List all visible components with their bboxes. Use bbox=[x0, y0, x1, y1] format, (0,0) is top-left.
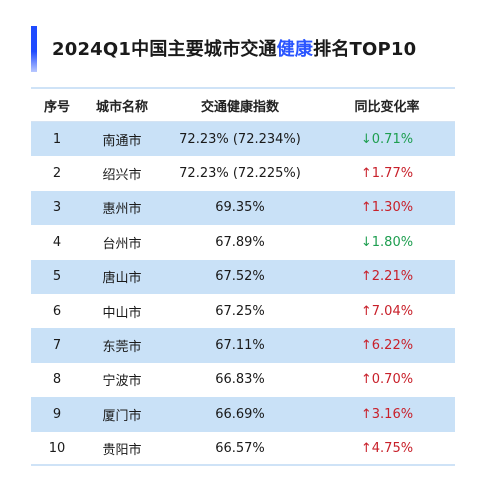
index-cell: 67.11% bbox=[215, 338, 265, 354]
change-cell: ↑0.70% bbox=[360, 372, 414, 388]
change-cell: ↑3.16% bbox=[360, 406, 414, 422]
city-cell: 贵阳市 bbox=[102, 443, 142, 459]
table-row: 10 贵阳市 66.57% ↑4.75% bbox=[31, 431, 455, 466]
city-cell: 中山市 bbox=[102, 305, 142, 321]
rank-cell: 4 bbox=[52, 234, 62, 250]
change-cell: ↑2.21% bbox=[360, 269, 414, 285]
change-cell: ↑1.77% bbox=[360, 166, 414, 182]
table-row: 7 东莞市 67.11% ↑6.22% bbox=[31, 328, 455, 363]
city-cell: 绍兴市 bbox=[102, 168, 142, 184]
ranking-table: 序号 城市名称 交通健康指数 同比变化率 1 南通市 72.23% (72.234%… bbox=[31, 87, 455, 466]
header-rank: 序号 bbox=[43, 99, 70, 115]
table-row: 2 绍兴市 72.23% (72.225%) ↑1.77% bbox=[31, 156, 455, 191]
rank-cell: 10 bbox=[48, 441, 66, 457]
change-cell: ↓1.80% bbox=[360, 234, 414, 250]
rank-cell: 1 bbox=[52, 131, 62, 147]
page-title: 2024Q1中国主要城市交通健康排名TOP10 bbox=[52, 35, 416, 61]
header-city: 城市名称 bbox=[95, 99, 148, 115]
rank-cell: 6 bbox=[52, 303, 62, 319]
index-cell: 72.23% (72.225%) bbox=[179, 166, 301, 182]
change-cell: ↑7.04% bbox=[360, 303, 414, 319]
rank-cell: 2 bbox=[52, 166, 62, 182]
table-row: 5 唐山市 67.52% ↑2.21% bbox=[31, 259, 455, 294]
index-cell: 67.25% bbox=[215, 303, 265, 319]
rank-cell: 8 bbox=[52, 372, 62, 388]
table-row: 3 惠州市 69.35% ↑1.30% bbox=[31, 190, 455, 226]
index-cell: 72.23% (72.234%) bbox=[179, 131, 301, 147]
change-cell: ↓0.71% bbox=[360, 131, 414, 147]
table-bottom-border bbox=[31, 464, 455, 466]
change-cell: ↑4.75% bbox=[360, 441, 414, 457]
title-accent-bar bbox=[31, 26, 37, 72]
table-header: 序号 城市名称 交通健康指数 同比变化率 bbox=[31, 89, 455, 122]
index-cell: 66.83% bbox=[215, 372, 265, 388]
table-row: 1 南通市 72.23% (72.234%) ↓0.71% bbox=[31, 122, 455, 157]
city-cell: 东莞市 bbox=[102, 340, 142, 356]
index-cell: 66.57% bbox=[215, 441, 265, 457]
rank-cell: 9 bbox=[52, 406, 62, 422]
change-cell: ↑6.22% bbox=[360, 338, 414, 354]
table-body: 1 南通市 72.23% (72.234%) ↓0.71% 2 绍兴市 72.23% (72… bbox=[31, 122, 455, 466]
city-cell: 惠州市 bbox=[102, 202, 142, 218]
index-cell: 67.89% bbox=[215, 234, 265, 250]
table-row: 9 厦门市 66.69% ↑3.16% bbox=[31, 397, 455, 432]
index-cell: 69.35% bbox=[215, 200, 265, 216]
header-change: 同比变化率 bbox=[354, 99, 420, 115]
city-cell: 南通市 bbox=[102, 133, 142, 149]
header-index: 交通健康指数 bbox=[200, 99, 279, 115]
title-suffix: 排名TOP10 bbox=[313, 39, 417, 60]
city-cell: 唐山市 bbox=[102, 271, 142, 287]
city-cell: 台州市 bbox=[102, 236, 142, 252]
rank-cell: 3 bbox=[52, 200, 62, 216]
table-row: 4 台州市 67.89% ↓1.80% bbox=[31, 225, 455, 260]
table-row: 8 宁波市 66.83% ↑0.70% bbox=[31, 362, 455, 398]
title-accent: 健康 bbox=[276, 39, 314, 60]
index-cell: 67.52% bbox=[215, 269, 265, 285]
table-row: 6 中山市 67.25% ↑7.04% bbox=[31, 293, 455, 329]
title-prefix: 2024Q1中国主要城市交通 bbox=[52, 39, 277, 60]
rank-cell: 5 bbox=[52, 269, 62, 285]
rank-cell: 7 bbox=[52, 338, 62, 354]
index-cell: 66.69% bbox=[215, 406, 265, 422]
city-cell: 厦门市 bbox=[102, 408, 142, 424]
change-cell: ↑1.30% bbox=[360, 200, 414, 216]
city-cell: 宁波市 bbox=[102, 374, 142, 390]
